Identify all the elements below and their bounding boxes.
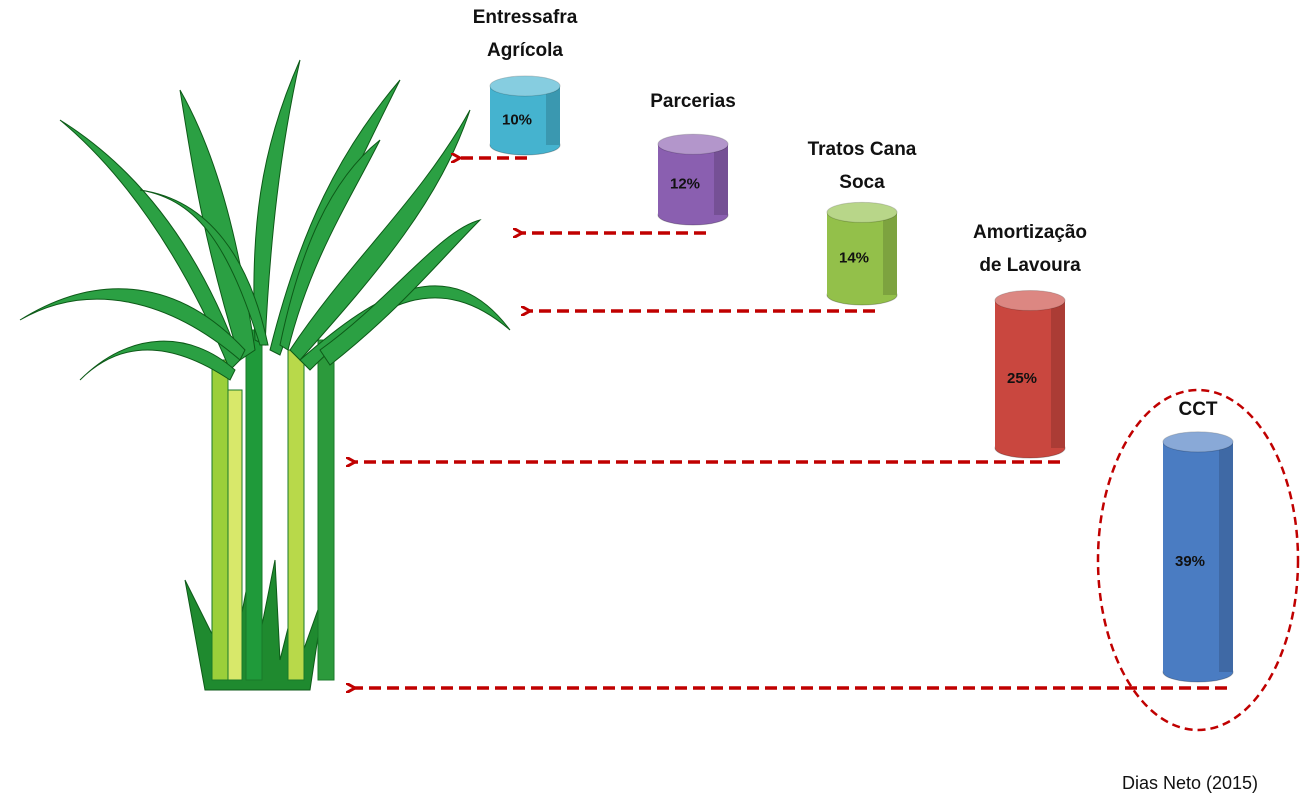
sugarcane-illustration	[19, 59, 511, 691]
cylinder-top	[994, 290, 1066, 311]
cylinder-top-highlight	[995, 290, 1065, 311]
value-label: 14%	[839, 250, 869, 267]
cylinder-shade	[1051, 300, 1065, 448]
cylinder-top-highlight	[490, 76, 560, 96]
category-label: Tratos Cana	[808, 139, 917, 160]
cylinder-top	[826, 201, 898, 223]
cylinder-shade	[546, 86, 560, 145]
cylinder	[658, 144, 728, 215]
cylinder	[1163, 441, 1233, 672]
cylinder-top	[657, 133, 729, 155]
category-label: Soca	[839, 172, 885, 193]
cylinder-top-highlight	[658, 134, 728, 155]
value-label: 25%	[1007, 370, 1037, 387]
highlight-ellipse	[1096, 388, 1300, 732]
cylinder-shade	[1219, 441, 1233, 672]
cylinder-shade	[883, 212, 897, 295]
cylinder	[827, 212, 897, 295]
value-label: 10%	[502, 111, 532, 128]
category-label: Amortização	[973, 222, 1087, 243]
category-label: Parcerias	[650, 91, 736, 112]
cylinder-top-highlight	[1163, 431, 1233, 452]
category-label: Entressafra	[473, 7, 578, 28]
cylinder-shade	[714, 144, 728, 215]
cylinder	[995, 300, 1065, 448]
value-label: 12%	[670, 176, 700, 193]
category-label: de Lavoura	[979, 255, 1081, 276]
cylinder-top	[489, 75, 561, 97]
value-label: 39%	[1175, 553, 1205, 570]
category-label: Agrícola	[487, 40, 563, 61]
cylinder-top	[1162, 431, 1234, 453]
category-label: CCT	[1178, 399, 1217, 420]
cylinder-top-highlight	[827, 202, 897, 223]
source: Dias Neto (2015)	[1122, 773, 1258, 793]
